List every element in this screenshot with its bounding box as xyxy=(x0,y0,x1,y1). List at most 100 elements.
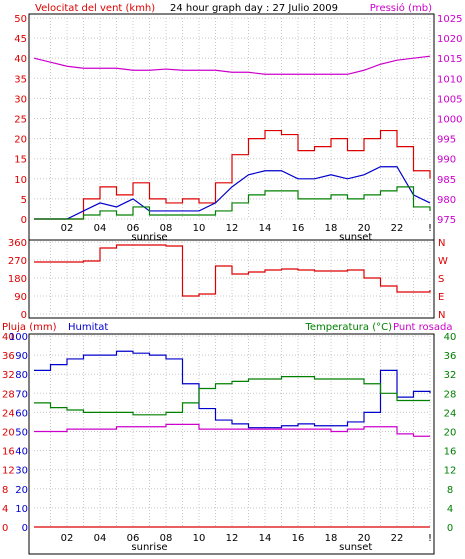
pressure-y-tick: 1020 xyxy=(437,34,462,45)
bottom-x-tick: 16 xyxy=(292,533,305,544)
wind-y-tick: 30 xyxy=(14,94,27,105)
pressure-y-tick: 990 xyxy=(437,155,456,166)
humidity-y-tick: 90 xyxy=(15,351,28,362)
compass-y-tick: S xyxy=(438,274,444,285)
rain-y-tick: 12 xyxy=(2,466,15,477)
humidity-y-tick: 10 xyxy=(15,504,28,515)
wind-y-tick: 35 xyxy=(14,74,27,85)
wind-y-tick: 20 xyxy=(14,135,27,146)
pressure-y-tick: 1010 xyxy=(437,74,462,85)
humidity-y-tick: 0 xyxy=(22,523,28,534)
humidity-y-tick: 70 xyxy=(15,389,28,400)
direction-y-tick: 0 xyxy=(21,310,27,321)
pressure-line xyxy=(33,55,431,75)
bottom-x-tick: 12 xyxy=(226,533,239,544)
direction-y-tick: 360 xyxy=(8,238,27,249)
humidity-label: Humitat xyxy=(68,322,108,333)
sunset-label: sunset xyxy=(339,232,372,243)
rain-y-tick: 24 xyxy=(2,408,15,419)
pressure-label: Pressió (mb) xyxy=(370,2,432,14)
pressure-y-tick: 975 xyxy=(437,215,456,226)
rain-y-tick: 32 xyxy=(2,370,15,381)
wind-y-tick: 15 xyxy=(14,155,27,166)
rain-y-tick: 36 xyxy=(2,351,15,362)
direction-y-tick: 90 xyxy=(14,292,27,303)
top-x-tick: ! xyxy=(428,223,432,234)
rain-y-tick: 8 xyxy=(2,485,8,496)
humidity-y-tick: 40 xyxy=(15,447,28,458)
bottom-x-tick: 22 xyxy=(391,533,404,544)
rain-y-tick: 28 xyxy=(2,389,15,400)
bottom-x-tick: 18 xyxy=(325,533,338,544)
top-x-tick: 22 xyxy=(391,223,404,234)
pressure-y-tick: 1005 xyxy=(437,94,462,105)
wind-low-line xyxy=(34,186,431,220)
bottom-x-tick: 06 xyxy=(127,533,140,544)
humidity-y-tick: 80 xyxy=(15,370,28,381)
pressure-y-tick: 1025 xyxy=(437,14,462,25)
direction-panel-frame xyxy=(28,239,435,319)
dewpoint-line xyxy=(34,423,430,437)
bottom-x-tick: 02 xyxy=(61,533,74,544)
top-x-tick: 02 xyxy=(61,223,74,234)
humidity-y-tick: 50 xyxy=(15,428,28,439)
compass-y-tick: W xyxy=(438,256,448,267)
wind-y-tick: 50 xyxy=(14,14,27,25)
wind-grid xyxy=(34,17,431,220)
humidity-y-tick: 60 xyxy=(15,408,28,419)
temperature-y-tick: 20 xyxy=(444,428,457,439)
chart-title: 24 hour graph day : 27 Julio 2009 xyxy=(170,3,338,14)
wind-y-tick: 40 xyxy=(14,54,27,65)
bottom-x-tick: 08 xyxy=(160,533,173,544)
top-x-tick: 04 xyxy=(94,223,107,234)
direction-y-tick: 270 xyxy=(8,256,27,267)
pressure-y-tick: 980 xyxy=(437,195,456,206)
compass-y-tick: N xyxy=(438,310,445,321)
temperature-y-tick: 36 xyxy=(444,351,457,362)
compass-y-tick: E xyxy=(438,292,444,303)
sunrise-label: sunrise xyxy=(131,232,167,243)
pressure-y-tick: 1015 xyxy=(437,54,462,65)
temperature-y-tick: 32 xyxy=(444,370,457,381)
temperature-y-tick: 40 xyxy=(444,332,457,343)
humidity-y-tick: 20 xyxy=(15,485,28,496)
wind-y-tick: 10 xyxy=(14,175,27,186)
humidity-panel-frame xyxy=(28,333,435,555)
pressure-y-tick: 1000 xyxy=(437,115,462,126)
wind-direction-line xyxy=(34,244,431,297)
bottom-x-tick: 14 xyxy=(259,533,272,544)
rain-y-tick: 0 xyxy=(2,523,8,534)
humidity-y-tick: 30 xyxy=(15,466,28,477)
wind-gust-line xyxy=(34,129,431,220)
pressure-y-tick: 995 xyxy=(437,135,456,146)
temperature-y-tick: 16 xyxy=(444,447,457,458)
top-x-tick: 18 xyxy=(325,223,338,234)
rain-y-tick: 40 xyxy=(2,332,15,343)
temperature-y-tick: 4 xyxy=(447,504,453,515)
humidity-y-tick: 100 xyxy=(9,332,28,343)
temperature-y-tick: 8 xyxy=(447,485,453,496)
rain-label: Pluja (mm) xyxy=(2,322,57,333)
bottom-x-tick: 04 xyxy=(94,533,107,544)
top-x-tick: 20 xyxy=(358,223,371,234)
pressure-y-tick: 985 xyxy=(437,175,456,186)
temperature-y-tick: 12 xyxy=(444,466,457,477)
top-x-tick: 08 xyxy=(160,223,173,234)
humidity-grid xyxy=(34,335,431,528)
temperature-y-tick: 0 xyxy=(447,523,453,534)
rain-y-tick: 4 xyxy=(2,504,8,515)
sunrise-label: sunrise xyxy=(131,542,167,553)
wind-y-tick: 25 xyxy=(14,115,27,126)
temperature-label: Temperatura (°C) xyxy=(304,322,392,333)
wind-y-tick: 5 xyxy=(21,195,27,206)
sunset-label: sunset xyxy=(339,542,372,553)
top-x-tick: 16 xyxy=(292,223,305,234)
wind-average-line xyxy=(34,166,431,220)
top-x-tick: 12 xyxy=(226,223,239,234)
wind-speed-label: Velocitat del vent (kmh) xyxy=(35,3,155,14)
bottom-x-tick: 20 xyxy=(358,533,371,544)
wind-y-tick: 45 xyxy=(14,34,27,45)
top-x-tick: 10 xyxy=(193,223,206,234)
humidity-line xyxy=(34,350,431,429)
